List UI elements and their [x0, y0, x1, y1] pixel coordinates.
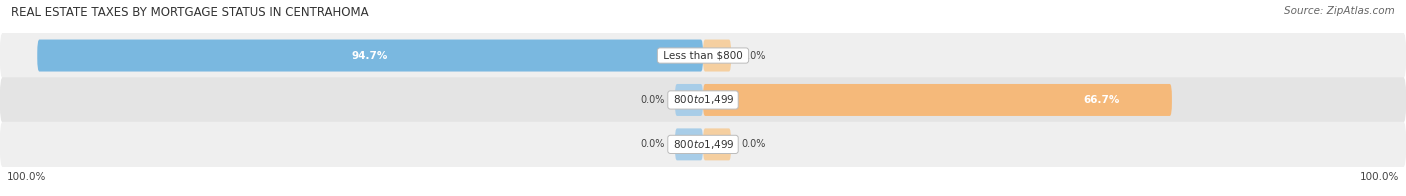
Text: 100.0%: 100.0% [1360, 172, 1399, 182]
Legend: Without Mortgage, With Mortgage: Without Mortgage, With Mortgage [586, 192, 820, 196]
Text: 0.0%: 0.0% [742, 51, 766, 61]
Text: $800 to $1,499: $800 to $1,499 [671, 138, 735, 151]
FancyBboxPatch shape [675, 128, 703, 160]
Text: 94.7%: 94.7% [352, 51, 388, 61]
FancyBboxPatch shape [703, 128, 731, 160]
FancyBboxPatch shape [675, 84, 703, 116]
Text: Less than $800: Less than $800 [659, 51, 747, 61]
Text: $800 to $1,499: $800 to $1,499 [671, 93, 735, 106]
Text: 66.7%: 66.7% [1084, 95, 1119, 105]
Text: 0.0%: 0.0% [742, 139, 766, 149]
FancyBboxPatch shape [0, 122, 1406, 167]
Text: Source: ZipAtlas.com: Source: ZipAtlas.com [1284, 6, 1395, 16]
FancyBboxPatch shape [0, 33, 1406, 78]
FancyBboxPatch shape [0, 77, 1406, 123]
Text: 0.0%: 0.0% [640, 95, 665, 105]
Text: 0.0%: 0.0% [640, 139, 665, 149]
Text: REAL ESTATE TAXES BY MORTGAGE STATUS IN CENTRAHOMA: REAL ESTATE TAXES BY MORTGAGE STATUS IN … [11, 6, 368, 19]
FancyBboxPatch shape [703, 40, 731, 72]
Text: 100.0%: 100.0% [7, 172, 46, 182]
FancyBboxPatch shape [703, 84, 1173, 116]
FancyBboxPatch shape [37, 40, 703, 72]
